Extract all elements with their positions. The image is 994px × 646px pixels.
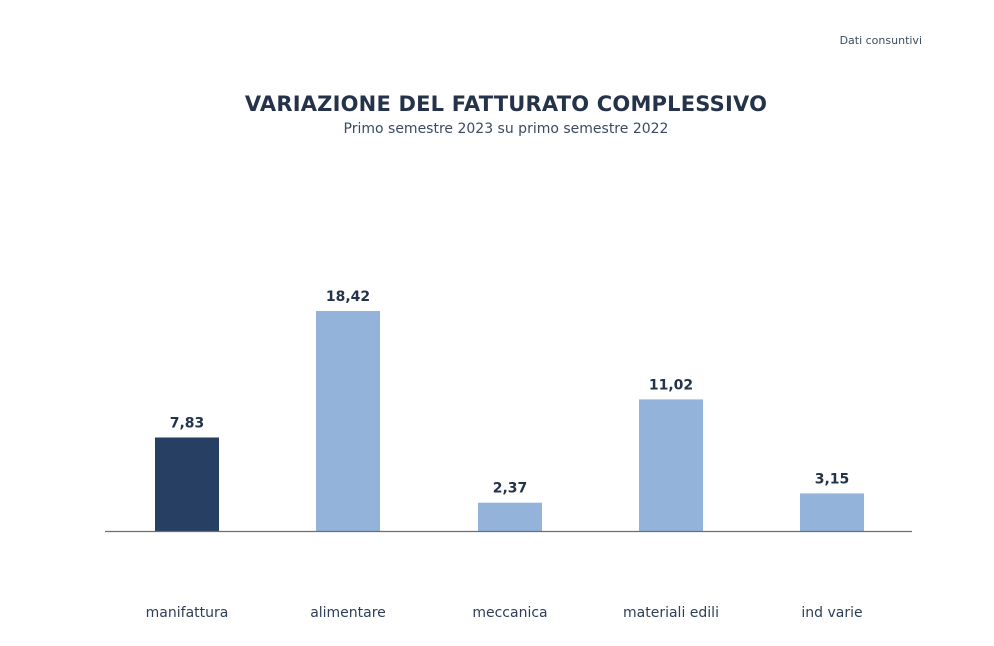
bar-alimentare bbox=[316, 311, 380, 531]
bar-meccanica bbox=[478, 502, 542, 531]
value-label: 7,83 bbox=[170, 415, 205, 431]
category-label: ind varie bbox=[801, 605, 862, 621]
category-label: manifattura bbox=[146, 605, 229, 621]
category-labels-group: manifattura alimentare meccanica materiali … bbox=[146, 605, 863, 621]
bar-ind-varie bbox=[800, 493, 864, 531]
category-label: meccanica bbox=[472, 605, 547, 621]
category-label: materiali edili bbox=[623, 605, 719, 621]
bar-materiali-edili bbox=[639, 399, 703, 531]
value-label: 18,42 bbox=[326, 289, 370, 305]
value-label: 11,02 bbox=[649, 377, 693, 393]
bars-group bbox=[155, 311, 864, 531]
value-label: 3,15 bbox=[815, 471, 850, 487]
category-label: alimentare bbox=[310, 605, 386, 621]
value-labels-group: 7,83 18,42 2,37 11,02 3,15 bbox=[170, 289, 850, 497]
chart-subtitle: Primo semestre 2023 su primo semestre 20… bbox=[343, 121, 669, 137]
data-source-note: Dati consuntivi bbox=[839, 34, 922, 47]
value-label: 2,37 bbox=[493, 481, 528, 497]
bar-manifattura bbox=[155, 437, 219, 531]
chart-title: VARIAZIONE DEL FATTURATO COMPLESSIVO bbox=[244, 92, 768, 116]
